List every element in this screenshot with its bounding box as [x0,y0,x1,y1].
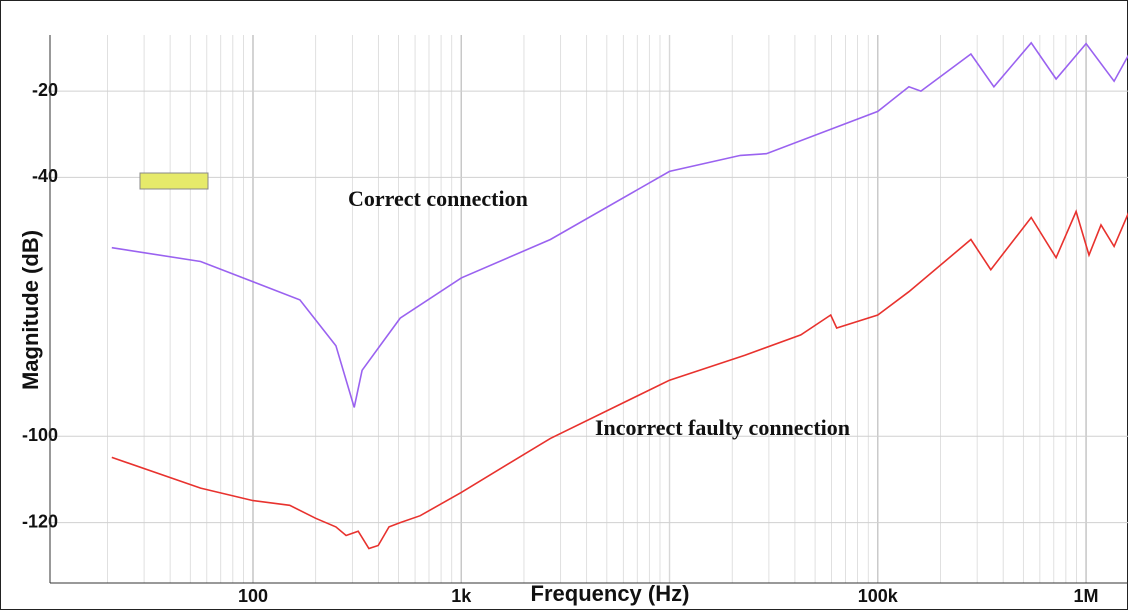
y-axis-title: Magnitude (dB) [18,230,43,390]
series-line [111,209,1128,550]
y-tick-label: -40 [32,166,58,186]
series-annotation: Correct connection [348,186,528,211]
x-tick-label: 1k [451,586,472,606]
y-tick-label: -100 [22,425,58,445]
y-tick-label: -120 [22,511,58,531]
y-tick-label: -20 [32,80,58,100]
x-tick-label: 100k [858,586,899,606]
series-line [111,41,1128,408]
series-annotation: Incorrect faulty connection [595,415,850,440]
x-axis-title: Frequency (Hz) [531,581,690,606]
x-tick-label: 1M [1074,586,1099,606]
tooltip [139,172,209,190]
x-tick-label: 100 [238,586,268,606]
